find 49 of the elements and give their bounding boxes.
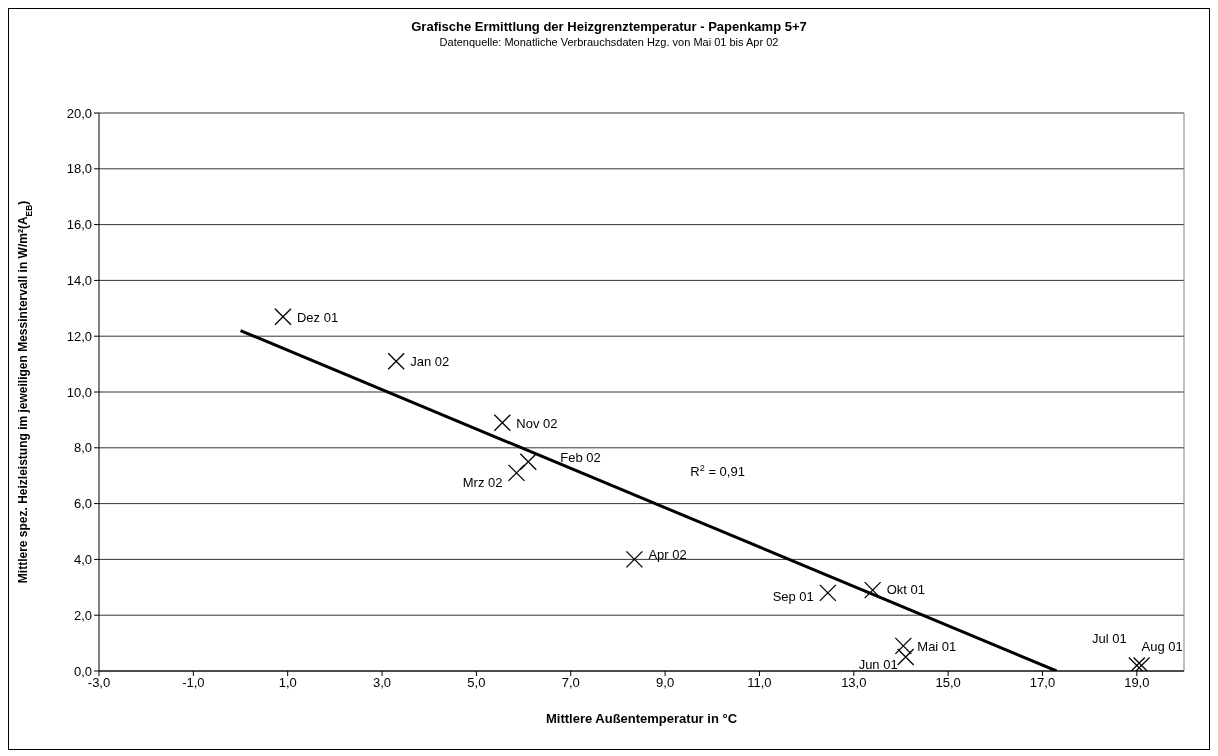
point xyxy=(519,453,537,471)
y-tick-label: 18,0 xyxy=(66,161,92,177)
x-tick-label: 13,0 xyxy=(841,675,867,691)
x-tick-label: 17,0 xyxy=(1029,675,1056,691)
y-tick-label: 10,0 xyxy=(66,384,92,400)
x-tick-label: 11,0 xyxy=(747,675,772,691)
annotation: Nov 02 xyxy=(516,415,558,431)
y-tick-label: 6,0 xyxy=(73,496,92,512)
x-tick-label: 15,0 xyxy=(935,675,961,691)
point xyxy=(274,308,292,326)
y-tick-label: 20,0 xyxy=(66,105,92,121)
annotation: Feb 02 xyxy=(560,449,601,465)
annotation: Okt 01 xyxy=(886,582,925,598)
point xyxy=(493,414,511,432)
y-tick-label: 12,0 xyxy=(66,328,92,344)
x-tick-label: 19,0 xyxy=(1124,675,1150,691)
chart-subtitle: Datenquelle: Monatliche Verbrauchsdaten Hzg. von Mai 01 bis Apr 02 xyxy=(438,36,780,48)
y-tick-label: 8,0 xyxy=(73,440,92,456)
annotation: R$^{2}$ = 0,91 xyxy=(690,462,745,479)
point xyxy=(864,581,882,599)
annotation: Dez 01 xyxy=(296,309,339,325)
y-tick-label: 2,0 xyxy=(73,607,92,623)
x-tick-label: 5,0 xyxy=(467,675,486,691)
point xyxy=(1128,656,1146,671)
point xyxy=(507,464,526,482)
y-tick-label: 16,0 xyxy=(66,217,92,233)
point xyxy=(819,584,837,602)
x-tick-label: 9,0 xyxy=(656,675,675,691)
annotation: Aug 01 xyxy=(1141,639,1183,655)
x-tick-label: 7,0 xyxy=(561,675,580,691)
annotation: Jul 01 xyxy=(1092,631,1127,647)
x-tick-label: 1,0 xyxy=(278,675,297,691)
point xyxy=(894,637,912,655)
annotation: Jan 02 xyxy=(410,354,450,370)
annotation: Apr 02 xyxy=(648,547,687,563)
annotation: Sep 01 xyxy=(772,588,814,604)
x-tick-label: 3,0 xyxy=(373,675,392,691)
x-axis-title: Mittlere Außentemperatur in °C xyxy=(545,711,738,726)
chart-title: Grafische Ermittlung der Heizgrenztemperatur - Papenkamp 5+7 xyxy=(410,19,808,34)
annotation: Mai 01 xyxy=(917,638,957,654)
y-tick-label: 4,0 xyxy=(73,552,92,568)
point xyxy=(897,648,915,666)
point xyxy=(1132,656,1151,671)
y-tick-label: 14,0 xyxy=(66,273,92,289)
annotation: Jun 01 xyxy=(858,657,898,673)
point xyxy=(625,550,644,569)
annotation: Mrz 02 xyxy=(462,474,503,490)
x-tick-label: -1,0 xyxy=(182,675,205,691)
point xyxy=(387,352,405,370)
